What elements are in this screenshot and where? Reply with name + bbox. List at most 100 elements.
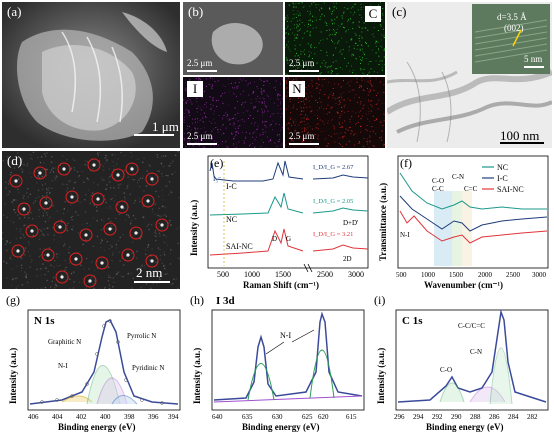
eds-pixel — [255, 106, 256, 108]
haadf-pixel — [101, 177, 103, 179]
haadf-pixel — [119, 260, 121, 262]
haadf-pixel — [163, 264, 165, 267]
eds-pixel — [236, 143, 238, 145]
eds-pixel — [383, 21, 385, 23]
eds-pixel — [293, 79, 295, 81]
eds-pixel — [309, 10, 311, 12]
scale-text: 2 nm — [136, 265, 163, 280]
haadf-pixel — [66, 230, 69, 232]
haadf-pixel — [70, 193, 73, 195]
haadf-pixel — [122, 234, 124, 236]
annot-graphitic-n: Graphitic N — [48, 338, 81, 346]
eds-pixel — [276, 134, 278, 136]
scale-bar — [134, 281, 170, 283]
eds-pixel — [280, 103, 282, 105]
eds-pixel — [318, 84, 320, 86]
eds-pixel — [300, 53, 302, 55]
x-axis-label: Binding energy (eV) — [242, 422, 320, 432]
eds-pixel — [350, 18, 351, 20]
eds-pixel — [206, 106, 207, 108]
eds-pixel — [237, 112, 239, 114]
haadf-pixel — [115, 217, 117, 219]
haadf-pixel — [166, 185, 168, 187]
eds-pixel — [285, 80, 287, 82]
haadf-pixel — [179, 226, 180, 228]
eds-pixel — [185, 88, 186, 90]
eds-pixel — [380, 25, 382, 27]
haadf-pixel — [45, 267, 47, 269]
eds-pixel — [369, 77, 371, 79]
x-tick: 402 — [76, 413, 87, 421]
eds-pixel — [349, 119, 351, 121]
eds-pixel — [261, 93, 263, 95]
eds-pixel — [311, 66, 313, 68]
eds-pixel — [297, 55, 299, 57]
eds-pixel — [254, 81, 256, 83]
eds-pixel — [267, 95, 269, 97]
eds-pixel — [341, 127, 343, 128]
haadf-pixel — [101, 219, 103, 221]
eds-pixel — [341, 110, 343, 112]
atom-marker-circle — [79, 228, 93, 242]
eds-pixel — [306, 93, 308, 95]
haadf-pixel — [108, 266, 110, 268]
haadf-pixel — [52, 171, 55, 173]
eds-pixel — [264, 105, 266, 107]
eds-pixel — [285, 32, 287, 34]
eds-map-carbon: C 2.5 μm — [285, 2, 385, 75]
haadf-pixel — [105, 188, 107, 190]
eds-pixel — [197, 138, 199, 140]
x-tick: 2000 — [478, 271, 493, 279]
eds-pixel — [332, 125, 334, 127]
eds-pixel — [234, 94, 235, 96]
haadf-pixel — [21, 258, 23, 260]
haadf-pixel — [108, 248, 110, 250]
eds-pixel — [240, 93, 242, 95]
eds-pixel — [228, 83, 230, 85]
haadf-pixel — [2, 159, 4, 162]
eds-pixel — [221, 125, 223, 127]
haadf-pixel — [36, 182, 38, 184]
eds-pixel — [305, 133, 307, 135]
eds-pixel — [315, 146, 317, 148]
eds-pixel — [303, 49, 305, 51]
eds-pixel — [381, 67, 383, 69]
eds-pixel — [360, 9, 362, 10]
eds-pixel — [297, 24, 298, 26]
haadf-pixel — [127, 273, 129, 275]
haadf-pixel — [133, 179, 136, 181]
haadf-pixel — [36, 275, 38, 277]
eds-pixel — [362, 27, 364, 29]
eds-pixel — [331, 13, 333, 15]
eds-pixel — [238, 82, 240, 84]
eds-pixel — [348, 91, 350, 93]
eds-pixel — [183, 119, 185, 121]
haadf-pixel — [145, 253, 147, 256]
eds-pixel — [310, 140, 311, 142]
eds-pixel — [288, 4, 290, 6]
eds-pixel — [311, 85, 313, 87]
eds-pixel — [317, 134, 319, 136]
eds-pixel — [200, 139, 202, 141]
haadf-pixel — [157, 170, 159, 172]
eds-pixel — [288, 33, 289, 35]
eds-pixel — [289, 117, 291, 119]
eds-pixel — [352, 22, 354, 24]
haadf-pixel — [143, 157, 145, 159]
single-atom — [70, 195, 74, 199]
eds-pixel — [339, 115, 341, 117]
haadf-pixel — [108, 176, 110, 178]
eds-pixel — [200, 119, 202, 121]
haadf-pixel — [47, 234, 49, 236]
eds-pixel — [350, 39, 352, 41]
eds-pixel — [232, 87, 233, 89]
eds-pixel — [296, 34, 298, 36]
eds-pixel — [360, 59, 362, 61]
haadf-pixel — [139, 201, 141, 203]
eds-pixel — [342, 80, 344, 82]
eds-pixel — [259, 78, 261, 80]
haadf-pixel — [37, 170, 39, 172]
eds-pixel — [306, 107, 308, 109]
eds-pixel — [263, 101, 265, 103]
eds-pixel — [210, 108, 212, 110]
